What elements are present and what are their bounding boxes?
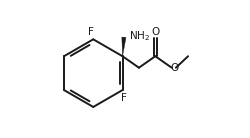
Text: F: F: [121, 93, 127, 103]
Text: F: F: [88, 27, 94, 37]
Polygon shape: [122, 37, 126, 56]
Text: O: O: [170, 63, 178, 73]
Text: NH$_2$: NH$_2$: [129, 30, 150, 43]
Text: O: O: [151, 27, 160, 37]
